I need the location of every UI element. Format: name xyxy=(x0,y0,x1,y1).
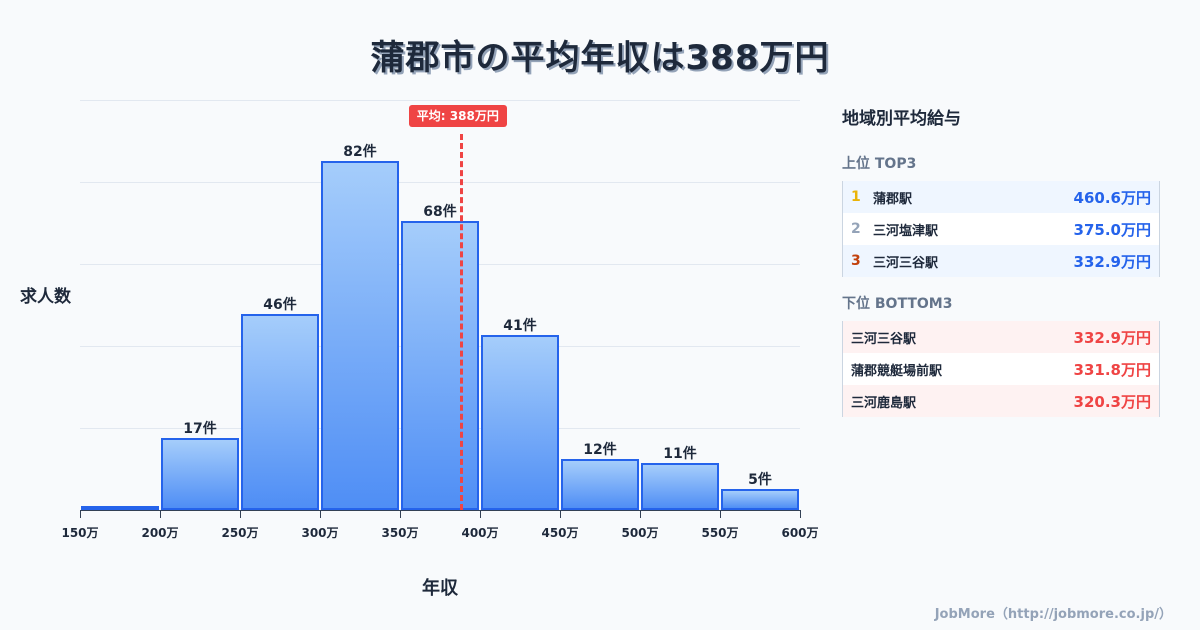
x-tick-label: 550万 xyxy=(701,526,739,540)
x-tick-label: 150万 xyxy=(61,526,99,540)
histogram-bar xyxy=(401,221,479,510)
footer-credit: JobMore（http://jobmore.co.jp/） xyxy=(934,607,1172,622)
station-name: 三河三谷駅 xyxy=(873,255,939,271)
top-section-title: 上位 TOP3 xyxy=(842,156,917,172)
x-tick-label: 400万 xyxy=(461,526,499,540)
histogram-bar xyxy=(321,161,399,510)
bottom-ranking-table: 三河三谷駅 332.9万円 蒲郡競艇場前駅 331.8万円 三河鹿島駅 320.… xyxy=(842,321,1160,417)
x-tick-label: 300万 xyxy=(301,526,339,540)
top-row: 1 蒲郡駅 460.6万円 xyxy=(843,181,1159,213)
gridline xyxy=(80,100,800,101)
bar-value-label: 46件 xyxy=(263,297,297,313)
histogram-bar xyxy=(481,335,559,510)
bar-value-label: 68件 xyxy=(423,204,457,220)
station-name: 三河塩津駅 xyxy=(873,223,939,239)
x-tick xyxy=(80,510,81,518)
x-tick xyxy=(240,510,241,518)
top-row: 2 三河塩津駅 375.0万円 xyxy=(843,213,1159,245)
x-tick xyxy=(480,510,481,518)
x-tick xyxy=(160,510,161,518)
rank-number: 3 xyxy=(851,253,861,269)
x-axis-line xyxy=(80,510,800,511)
bar-value-label: 17件 xyxy=(183,421,217,437)
histogram-bar xyxy=(241,314,319,510)
bar-value-label: 41件 xyxy=(503,318,537,334)
station-name: 蒲郡駅 xyxy=(873,191,913,207)
gridline xyxy=(80,182,800,183)
average-line xyxy=(459,134,463,510)
x-tick xyxy=(560,510,561,518)
bar-value-label: 11件 xyxy=(663,446,697,462)
salary-value: 460.6万円 xyxy=(1073,188,1151,207)
station-name: 三河鹿島駅 xyxy=(851,395,917,411)
rank-number: 1 xyxy=(851,189,861,205)
bar-value-label: 12件 xyxy=(583,442,617,458)
salary-value: 331.8万円 xyxy=(1073,360,1151,379)
bar-value-label: 82件 xyxy=(343,144,377,160)
salary-value: 332.9万円 xyxy=(1073,252,1151,271)
bottom-row: 三河三谷駅 332.9万円 xyxy=(843,321,1159,353)
x-tick-label: 600万 xyxy=(781,526,819,540)
average-badge: 平均: 388万円 xyxy=(408,105,507,127)
x-tick-label: 250万 xyxy=(221,526,259,540)
salary-value: 375.0万円 xyxy=(1073,220,1151,239)
salary-value: 332.9万円 xyxy=(1073,328,1151,347)
histogram-bar xyxy=(161,438,239,510)
x-tick xyxy=(400,510,401,518)
top-row: 3 三河三谷駅 332.9万円 xyxy=(843,245,1159,277)
bottom-row: 三河鹿島駅 320.3万円 xyxy=(843,385,1159,417)
x-tick xyxy=(640,510,641,518)
histogram-bar xyxy=(81,506,159,510)
page-title: 蒲郡市の平均年収は388万円 xyxy=(370,38,830,78)
x-tick-label: 200万 xyxy=(141,526,179,540)
x-tick xyxy=(800,510,801,518)
station-name: 蒲郡競艇場前駅 xyxy=(851,363,943,379)
histogram-bar xyxy=(641,463,719,510)
station-name: 三河三谷駅 xyxy=(851,331,917,347)
bar-value-label: 5件 xyxy=(748,472,772,488)
bottom-row: 蒲郡競艇場前駅 331.8万円 xyxy=(843,353,1159,385)
top-ranking-table: 1 蒲郡駅 460.6万円 2 三河塩津駅 375.0万円 3 三河三谷駅 33… xyxy=(842,181,1160,277)
x-tick-label: 500万 xyxy=(621,526,659,540)
x-tick-label: 350万 xyxy=(381,526,419,540)
histogram-bar xyxy=(721,489,799,510)
histogram-chart: 17件 46件 82件 68件 41件 12件 11件 5件 150万 200万 250万 300万… xyxy=(20,100,819,599)
regional-salary-panel: 地域別平均給与 上位 TOP3 1 蒲郡駅 460.6万円 2 三河塩津駅 37… xyxy=(842,100,1162,417)
rank-number: 2 xyxy=(851,221,861,237)
bottom-section-title: 下位 BOTTOM3 xyxy=(842,296,953,312)
y-axis-label: 求人数 xyxy=(20,287,71,307)
histogram-bar xyxy=(561,459,639,510)
salary-value: 320.3万円 xyxy=(1073,392,1151,411)
x-tick-label: 450万 xyxy=(541,526,579,540)
panel-title: 地域別平均給与 xyxy=(842,109,961,129)
x-tick xyxy=(320,510,321,518)
x-tick xyxy=(720,510,721,518)
x-axis-label: 年収 xyxy=(422,578,458,599)
